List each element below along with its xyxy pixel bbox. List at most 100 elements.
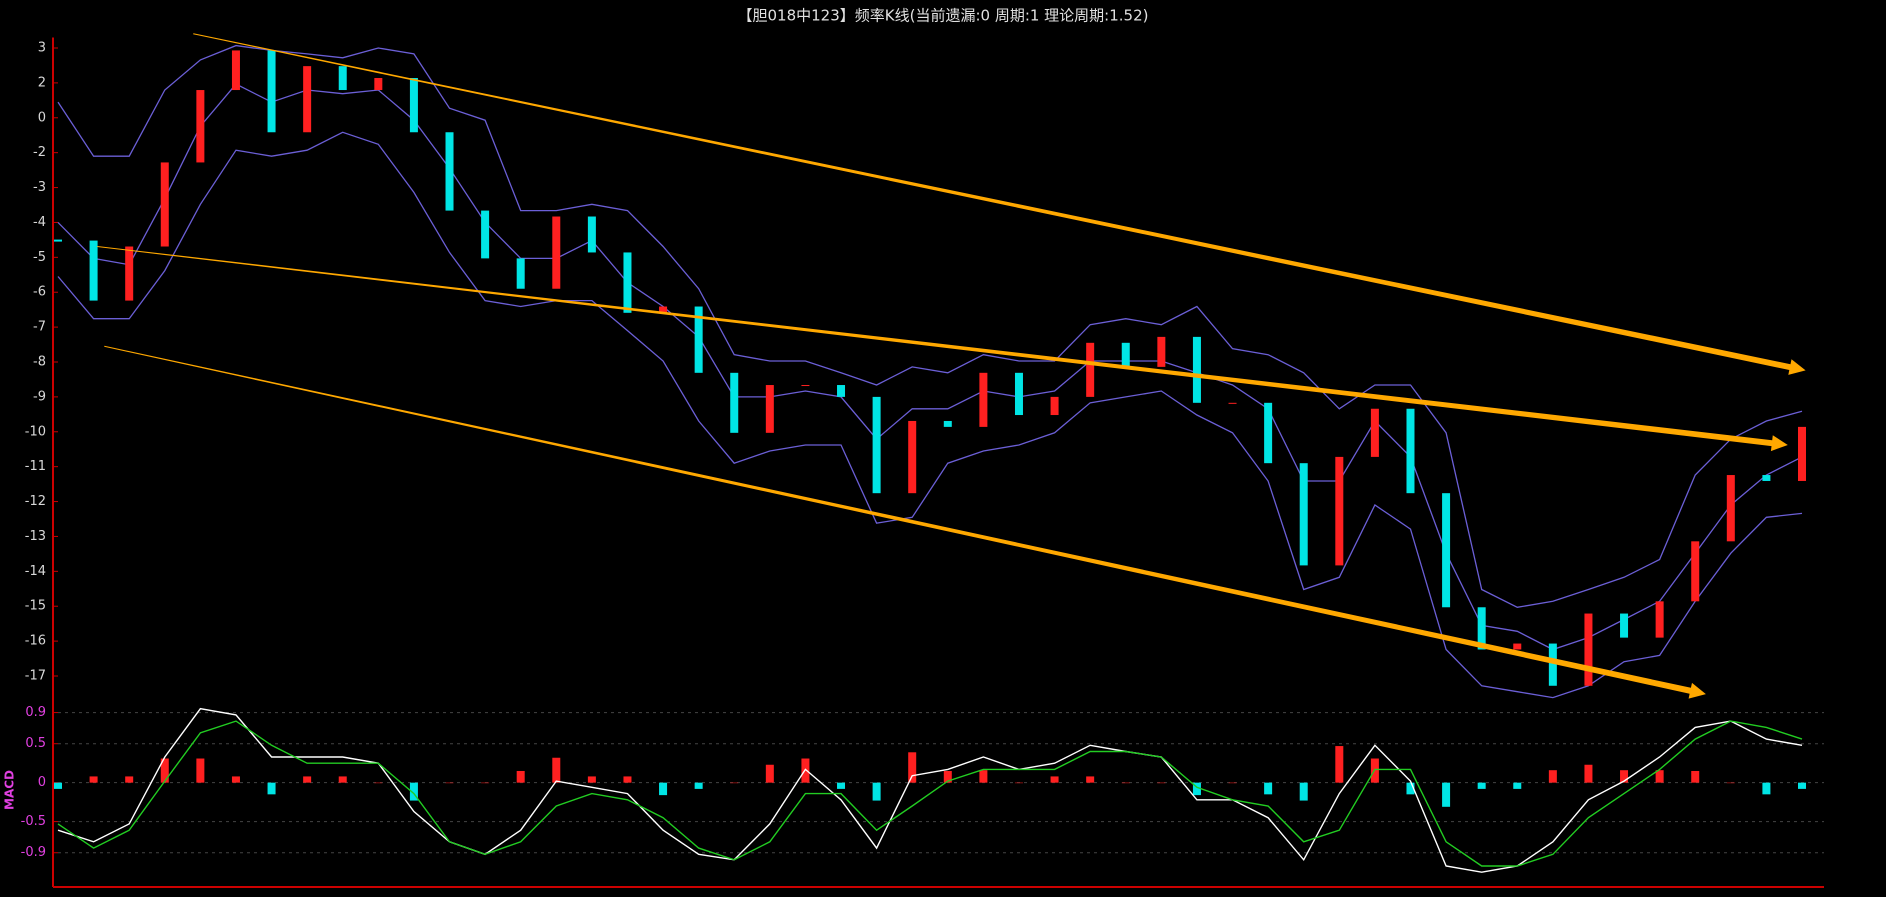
- candle: [1264, 402, 1273, 464]
- candle: [1335, 456, 1344, 566]
- candle: [837, 385, 846, 397]
- dea-line: [57, 720, 1803, 867]
- macd-bar: [1050, 776, 1059, 783]
- macd-bar: [1406, 782, 1415, 795]
- y-tick-label: 0.9: [25, 705, 46, 720]
- macd-bar: [587, 776, 596, 783]
- macd-bar: [374, 782, 383, 784]
- candle: [481, 210, 490, 259]
- candle: [1050, 396, 1059, 416]
- macd-bar: [1513, 782, 1522, 789]
- candle: [730, 372, 739, 433]
- y-tick-label: 3: [38, 41, 46, 56]
- macd-bar: [1655, 770, 1664, 783]
- macd-bar: [1014, 782, 1023, 784]
- band-line: [57, 131, 1803, 699]
- macd-bar: [196, 758, 205, 783]
- macd-bar: [267, 782, 276, 795]
- macd-bar: [409, 782, 418, 801]
- y-tick-label: -11: [25, 459, 46, 474]
- candle: [943, 420, 952, 427]
- y-tick-label: 0: [38, 775, 46, 790]
- candle: [1370, 408, 1379, 457]
- macd-bar: [1620, 770, 1629, 783]
- macd-bar: [1548, 770, 1557, 783]
- y-tick-label: -0.5: [21, 814, 46, 829]
- chart-title: 【胆018中123】频率K线(当前遗漏:0 周期:1 理论周期:1.52): [738, 7, 1149, 25]
- macd-bar: [481, 782, 490, 784]
- candle: [1121, 342, 1130, 367]
- macd-bar: [1442, 782, 1451, 807]
- band-line: [57, 83, 1803, 651]
- macd-bar: [872, 782, 881, 801]
- y-tick-label: -13: [25, 529, 46, 544]
- candle: [1584, 613, 1593, 686]
- candle: [587, 216, 596, 253]
- candle: [1726, 475, 1735, 542]
- y-tick-label: -6: [33, 285, 46, 300]
- y-tick-label: -8: [33, 355, 46, 370]
- macd-bar: [1086, 776, 1095, 783]
- candle: [1762, 475, 1771, 481]
- candle: [1477, 607, 1486, 650]
- macd-bar: [1121, 782, 1130, 784]
- candle: [231, 50, 240, 91]
- y-tick-label: -7: [33, 320, 46, 335]
- candle: [1014, 372, 1023, 416]
- candle: [267, 50, 276, 133]
- candle: [1086, 342, 1095, 397]
- macd-bar: [837, 782, 846, 789]
- macd-bar: [908, 752, 917, 783]
- macd-bar: [1192, 782, 1201, 796]
- macd-bar: [694, 782, 703, 789]
- trend-arrow: [193, 33, 1806, 375]
- macd-bar: [1299, 782, 1308, 801]
- candle: [409, 78, 418, 133]
- candle: [908, 420, 917, 494]
- candle: [125, 246, 134, 301]
- candle: [1299, 463, 1308, 566]
- candle: [303, 66, 312, 133]
- macd-bar: [1798, 782, 1806, 789]
- macd-bar: [765, 764, 774, 783]
- y-tick-label: -9: [33, 389, 46, 404]
- y-tick-label: -12: [25, 494, 46, 509]
- candle: [160, 162, 169, 247]
- candle: [54, 239, 62, 242]
- candle: [1442, 493, 1451, 608]
- candle: [623, 252, 632, 313]
- y-tick-label: -14: [25, 564, 46, 579]
- macd-bar: [1762, 782, 1771, 795]
- candle: [1513, 643, 1522, 650]
- macd-bar: [623, 776, 632, 783]
- y-tick-label: -17: [25, 669, 46, 684]
- macd-bar: [1584, 764, 1593, 783]
- macd-bar: [552, 757, 561, 783]
- macd-bar: [160, 758, 169, 783]
- dif-line: [57, 707, 1803, 873]
- candle: [801, 385, 810, 387]
- candle: [694, 306, 703, 373]
- macd-bar: [125, 776, 134, 783]
- candle: [979, 372, 988, 427]
- y-tick-label: -4: [33, 215, 46, 230]
- macd-bar: [659, 782, 668, 796]
- macd-bar: [338, 776, 347, 783]
- candle: [196, 90, 205, 163]
- candle: [1192, 336, 1201, 403]
- candle: [659, 306, 668, 313]
- band-line: [57, 44, 1803, 608]
- candle: [1620, 613, 1629, 638]
- candle: [445, 132, 454, 211]
- candle: [1548, 643, 1557, 686]
- candle: [1798, 426, 1806, 481]
- y-tick-label: -16: [25, 634, 46, 649]
- candle: [1228, 402, 1237, 404]
- candle: [872, 396, 881, 494]
- macd-bar: [89, 776, 98, 783]
- macd-bar: [1726, 782, 1735, 784]
- candle: [338, 66, 347, 91]
- macd-bar: [303, 776, 312, 783]
- candle: [552, 216, 561, 289]
